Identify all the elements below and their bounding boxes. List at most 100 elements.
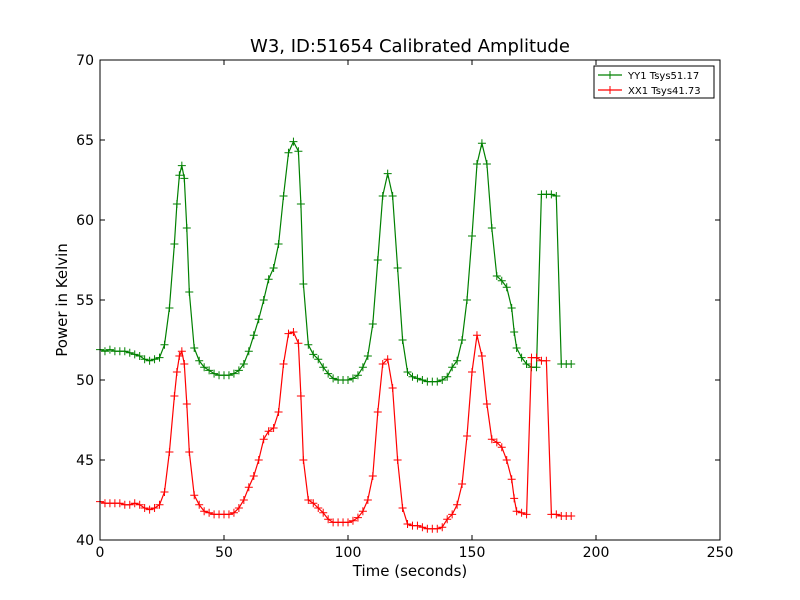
data-point	[408, 372, 417, 381]
x-axis-label: Time (seconds)	[352, 562, 468, 580]
data-point	[383, 169, 392, 178]
data-point	[487, 435, 496, 444]
data-point	[567, 512, 576, 520]
data-point	[170, 240, 179, 248]
y-tick-label: 55	[76, 293, 94, 309]
data-point	[314, 355, 323, 364]
data-point	[210, 369, 219, 378]
data-point	[507, 475, 516, 484]
data-point	[512, 344, 521, 352]
x-tick-label: 0	[96, 545, 105, 561]
data-point	[264, 275, 273, 284]
data-point	[239, 496, 248, 504]
data-point	[507, 304, 516, 312]
data-point	[388, 192, 397, 200]
data-point	[448, 363, 457, 372]
data-point	[502, 283, 511, 292]
data-point	[105, 345, 114, 354]
data-point	[274, 408, 283, 416]
data-point	[492, 272, 501, 280]
data-point	[180, 174, 189, 183]
data-point	[254, 315, 263, 324]
data-point	[155, 353, 164, 362]
data-point	[502, 456, 511, 464]
data-point	[249, 331, 258, 340]
data-point	[552, 510, 561, 519]
data-point	[458, 480, 467, 488]
data-point	[269, 264, 278, 272]
data-point	[463, 432, 472, 440]
data-point	[224, 510, 233, 519]
data-point	[463, 296, 472, 304]
data-point	[224, 371, 233, 380]
x-tick-label: 50	[215, 545, 233, 561]
data-point	[438, 376, 447, 384]
data-point	[185, 288, 194, 296]
data-point	[438, 523, 447, 532]
data-point	[304, 340, 313, 349]
data-point	[182, 224, 191, 232]
data-point	[443, 372, 452, 381]
data-point	[368, 472, 377, 480]
y-tick-label: 70	[76, 53, 94, 69]
data-point	[358, 507, 367, 516]
data-point	[200, 507, 209, 516]
data-point	[177, 347, 186, 356]
legend-marker	[606, 71, 614, 79]
data-point	[418, 376, 427, 384]
data-point	[289, 328, 298, 336]
data-point	[177, 161, 186, 170]
data-point	[547, 190, 556, 199]
data-point	[388, 384, 397, 392]
data-point	[172, 200, 181, 208]
data-point	[284, 329, 293, 338]
data-point	[453, 356, 462, 365]
data-point	[160, 488, 169, 496]
data-point	[296, 200, 305, 208]
legend-box	[593, 65, 715, 99]
data-point	[344, 376, 352, 384]
data-point	[140, 355, 149, 364]
plot-area: 0 50 100 150 200 250 40 45 50 55 60 65 70	[76, 53, 733, 561]
data-point	[482, 160, 491, 168]
data-point	[244, 483, 253, 492]
data-point	[234, 366, 243, 375]
data-point	[135, 352, 144, 360]
data-point	[145, 356, 154, 365]
data-point	[398, 336, 407, 344]
data-point	[517, 353, 526, 362]
data-point	[150, 355, 159, 364]
data-point	[344, 518, 352, 527]
data-point	[458, 336, 467, 344]
data-point	[353, 513, 362, 522]
series-xx1	[96, 328, 576, 533]
data-point	[294, 339, 303, 348]
data-point	[289, 137, 298, 146]
data-point	[259, 435, 268, 444]
data-point	[264, 427, 273, 436]
data-point	[319, 363, 328, 372]
data-point	[353, 371, 362, 380]
data-point	[413, 521, 422, 530]
x-tick-label: 150	[459, 545, 486, 561]
data-point	[195, 356, 204, 365]
data-point	[165, 304, 174, 312]
y-tick-label: 60	[76, 213, 94, 229]
data-point	[363, 496, 372, 504]
legend-label: YY1 Tsys51.17	[627, 71, 699, 82]
data-point	[229, 369, 238, 378]
data-point	[259, 296, 268, 304]
data-point	[239, 360, 248, 368]
data-point	[185, 448, 194, 456]
data-point	[348, 374, 357, 383]
chart-title: W3, ID:51654 Calibrated Amplitude	[250, 36, 570, 57]
data-point	[249, 472, 258, 480]
data-point	[284, 148, 293, 157]
data-point	[145, 505, 154, 514]
data-point	[433, 524, 442, 533]
data-point	[115, 499, 124, 508]
data-point	[532, 353, 541, 362]
data-point	[175, 171, 184, 180]
data-point	[324, 515, 333, 524]
